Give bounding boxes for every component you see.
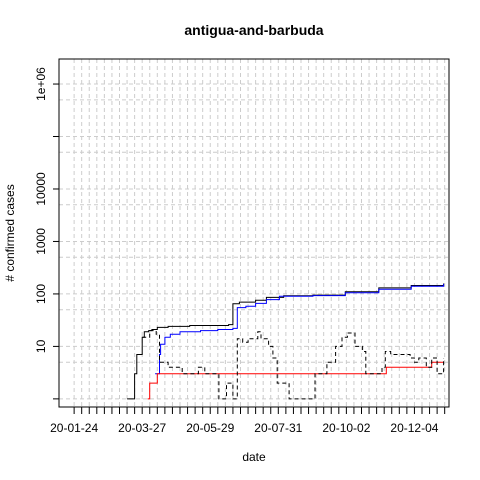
x-tick-label: 20-05-29 — [186, 421, 234, 435]
series-lines — [127, 283, 445, 400]
y-tick-label: 10000 — [34, 172, 48, 206]
y-tick-label: 1e+06 — [34, 67, 48, 101]
series-line — [142, 330, 445, 400]
grid-lines — [59, 59, 449, 407]
y-axis: 10 100 1000 10000 1e+06 — [34, 67, 59, 400]
x-tick-label: 20-07-31 — [254, 421, 302, 435]
y-axis-title: # confirmed cases — [3, 184, 17, 281]
x-tick-label: 20-03-27 — [118, 421, 166, 435]
chart-title: antigua-and-barbuda — [184, 22, 323, 38]
x-axis: 20-01-24 20-03-27 20-05-29 20-07-31 20-10-02… — [50, 407, 446, 435]
y-tick-label: 1000 — [34, 228, 48, 255]
plot-frame — [58, 58, 450, 408]
series-line — [155, 283, 445, 375]
y-tick-label: 100 — [34, 284, 48, 304]
x-tick-label: 20-10-02 — [322, 421, 370, 435]
x-axis-title: date — [242, 450, 266, 464]
x-tick-label: 20-01-24 — [50, 421, 98, 435]
y-tick-label: 10 — [34, 339, 48, 353]
x-tick-label: 20-12-04 — [390, 421, 438, 435]
